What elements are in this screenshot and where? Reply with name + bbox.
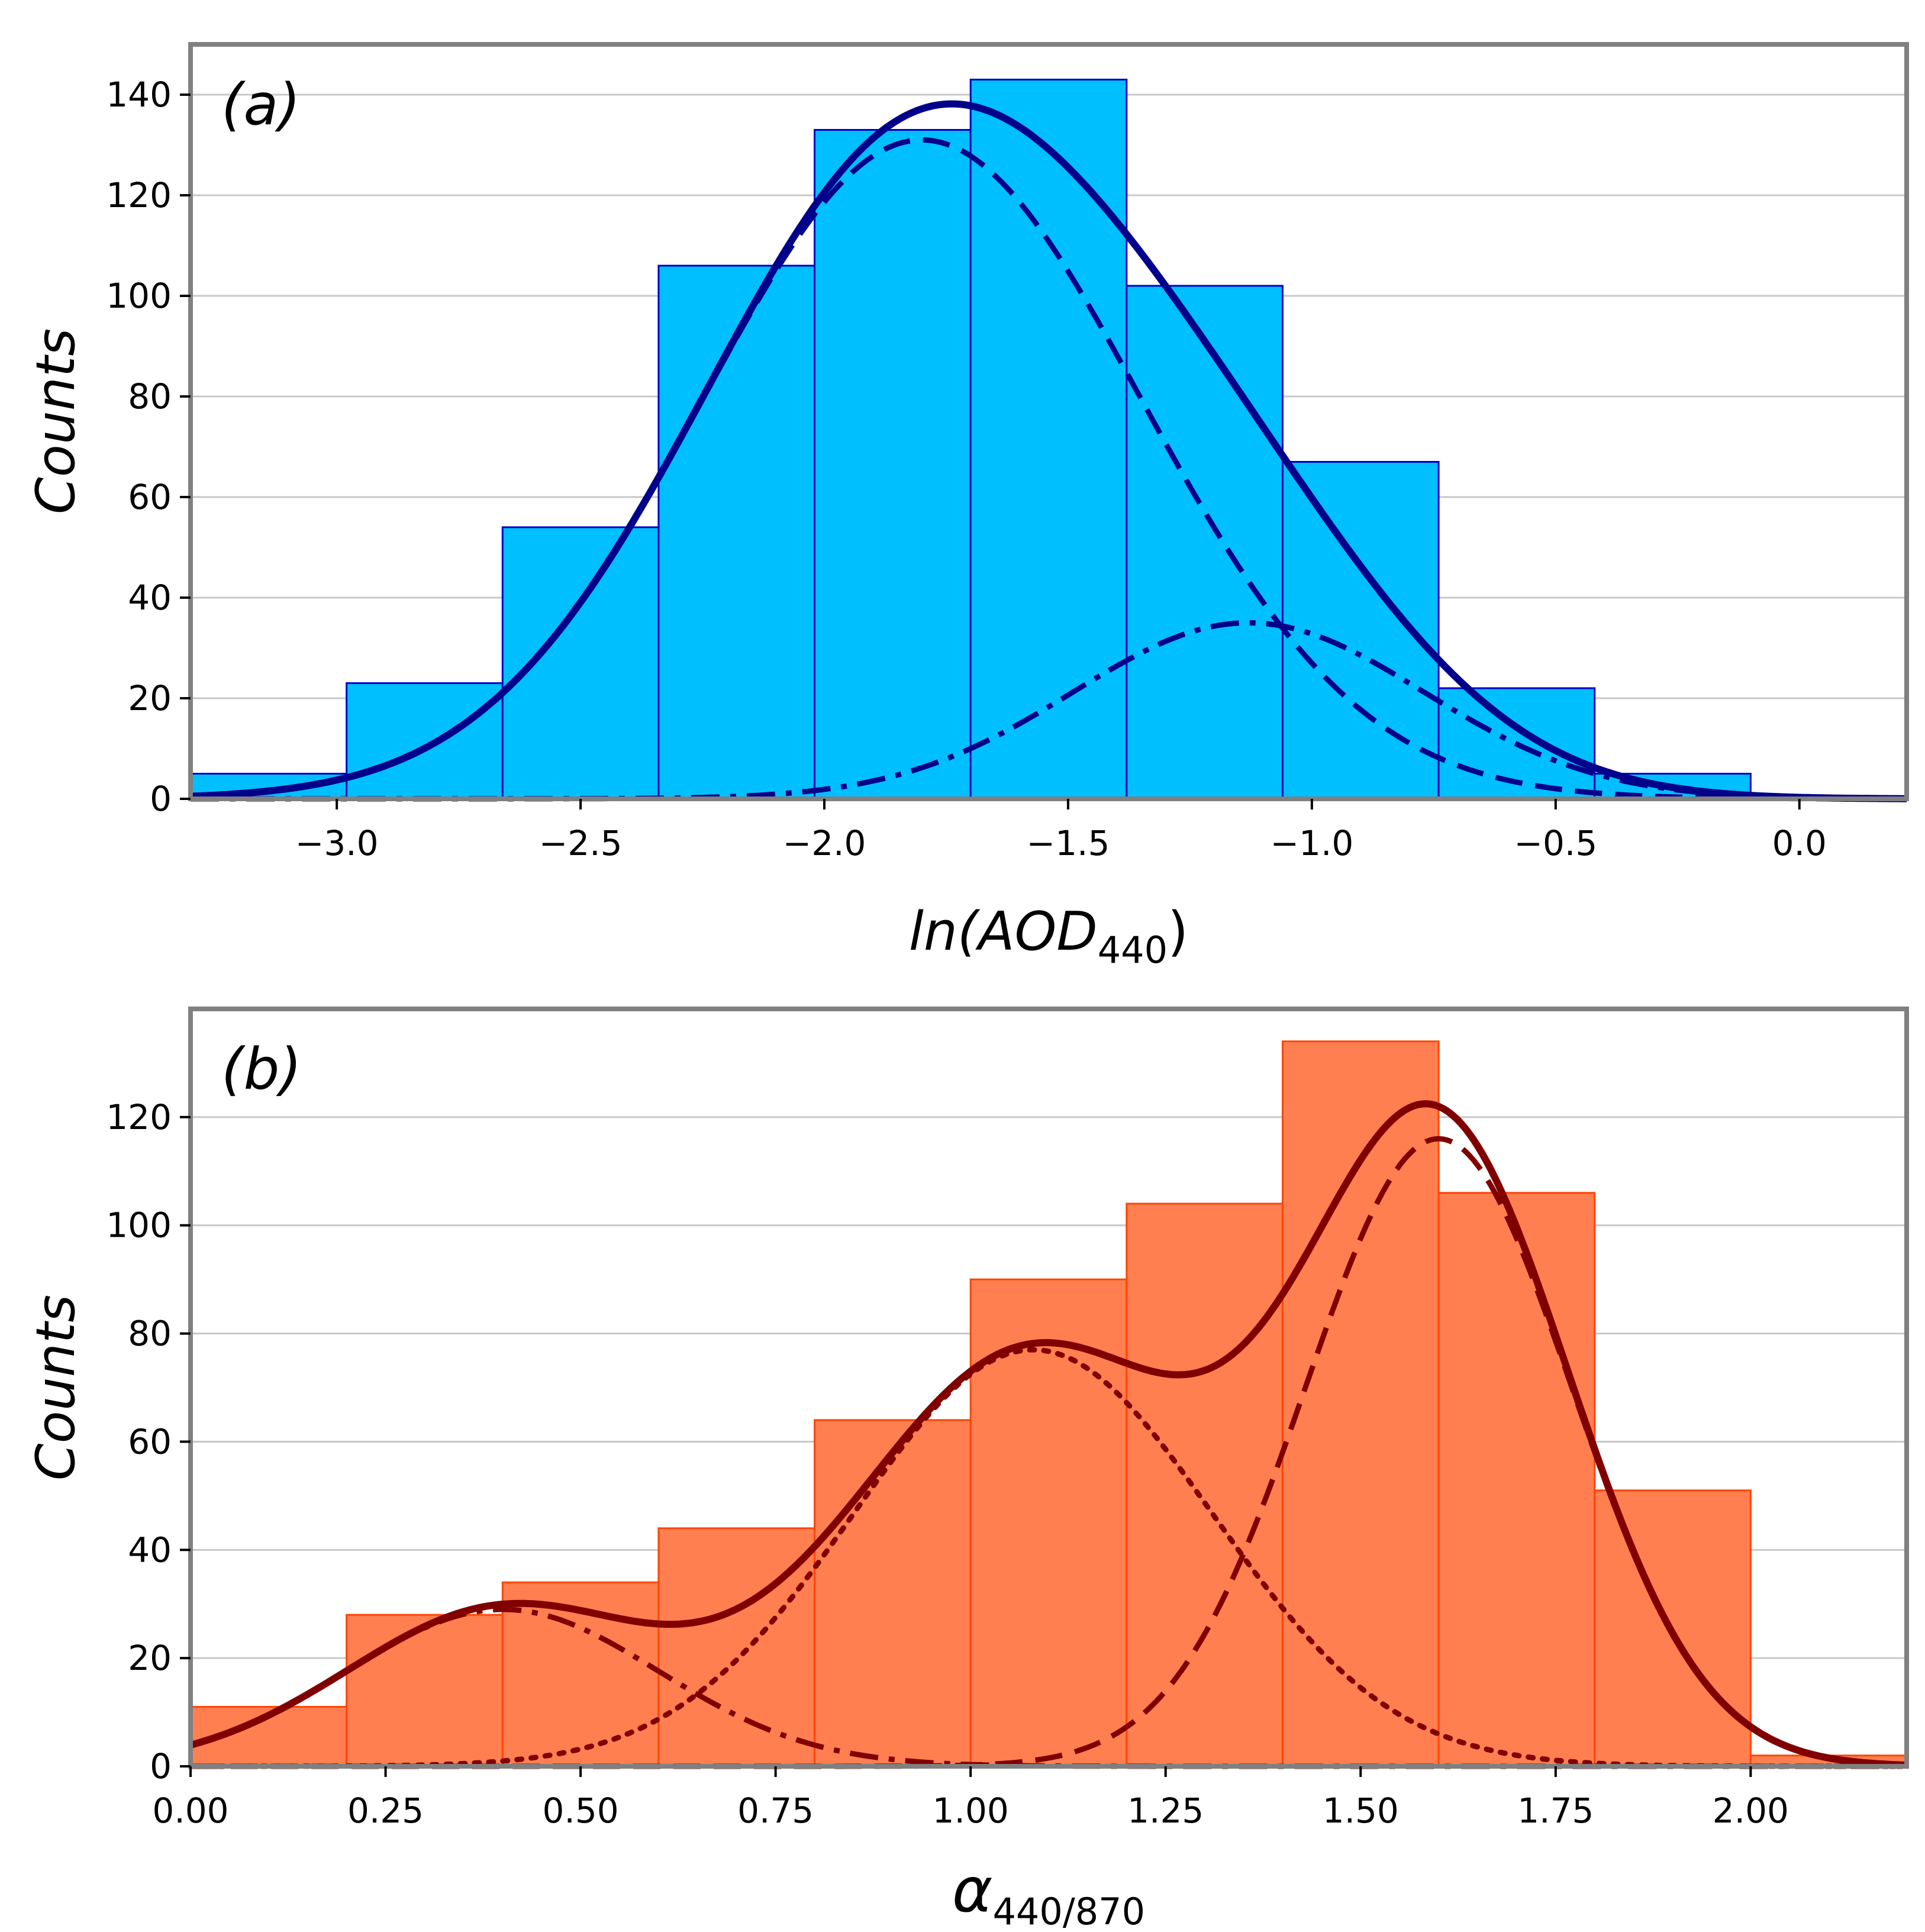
histogram-bar [814,1419,972,1767]
y-tick-label: 20 [128,1638,172,1678]
histogram-bar [969,79,1128,800]
y-tick-label: 100 [106,276,172,316]
histogram-bar [969,1278,1128,1767]
y-tick-label: 120 [106,175,172,215]
x-axis-title-b: α440/870 [952,1854,1145,1932]
histogram-bar [346,1614,504,1767]
histogram-bar [346,682,504,800]
y-tick-label: 20 [128,678,172,718]
x-tick-label: 2.00 [1713,1791,1789,1831]
x-tick-label: 0.75 [737,1791,814,1831]
y-tick-label: 0 [150,1746,172,1786]
x-tick-label: 1.75 [1517,1791,1594,1831]
y-axis-title-a: Counts [25,328,87,514]
panel-label-b: (b) [221,1036,302,1102]
x-tick-label: 0.50 [543,1791,619,1831]
x-tick-label: 1.50 [1323,1791,1399,1831]
x-tick-label: −1.5 [1027,823,1110,863]
x-tick-label: 1.25 [1127,1791,1204,1831]
y-tick-label: 80 [128,1314,172,1354]
x-axis-title-a: ln(AOD440) [909,901,1188,972]
plot-frame-a [188,42,1909,801]
x-axis-title-sub-b: 440/870 [992,1890,1145,1932]
fit-curve-total [190,100,1907,802]
panel-label-a: (a) [221,72,301,138]
histogram-bar [501,526,660,800]
histogram-bar [1126,1202,1284,1767]
x-axis-title-main-b: α [952,1854,993,1926]
plot-frame-b [188,1007,1909,1769]
x-axis-title-main-a: ln(AOD [909,901,1098,963]
y-tick-label: 120 [106,1097,172,1137]
y-tick-label: 80 [128,376,172,417]
y-tick-label: 40 [128,1530,172,1570]
x-tick-label: −0.5 [1514,823,1597,863]
histogram-bar [814,129,972,800]
x-tick-label: 1.00 [933,1791,1009,1831]
y-tick-label: 60 [128,477,172,517]
y-tick-label: 140 [106,75,172,115]
histogram-bar [1126,285,1284,800]
histogram-bar [657,265,816,800]
panel-a: −3.0 −2.5 −2.0 −1.5 −1.0 −0.5 0.0 0 20 40 60 80 100… [25,42,1909,972]
y-tick-label: 100 [106,1205,172,1246]
x-tick-label: 0.0 [1772,823,1827,863]
x-tick-label: −1.0 [1270,823,1353,863]
x-tick-label: 0.00 [152,1791,228,1831]
x-axis-title-sub-a: 440 [1098,928,1168,972]
x-tick-label: 0.25 [347,1791,424,1831]
x-tick-label: −2.5 [539,823,623,863]
y-tick-label: 0 [150,779,172,819]
x-axis-title-close-a: ) [1168,901,1188,963]
x-tick-label: −2.0 [783,823,866,863]
histogram-bar [657,1527,816,1767]
y-tick-label: 60 [128,1421,172,1462]
fit-curve-total [189,1100,1907,1769]
panel-b: 0.00 0.25 0.50 0.75 1.00 1.25 1.50 1.75 2.00 0 20… [25,1007,1910,1932]
y-tick-label: 40 [128,578,172,618]
fit-curve-mode-2 [188,1347,1910,1769]
x-tick-label: −3.0 [295,823,379,863]
y-axis-title-b: Counts [25,1295,87,1481]
histogram-bar [1437,1192,1596,1767]
